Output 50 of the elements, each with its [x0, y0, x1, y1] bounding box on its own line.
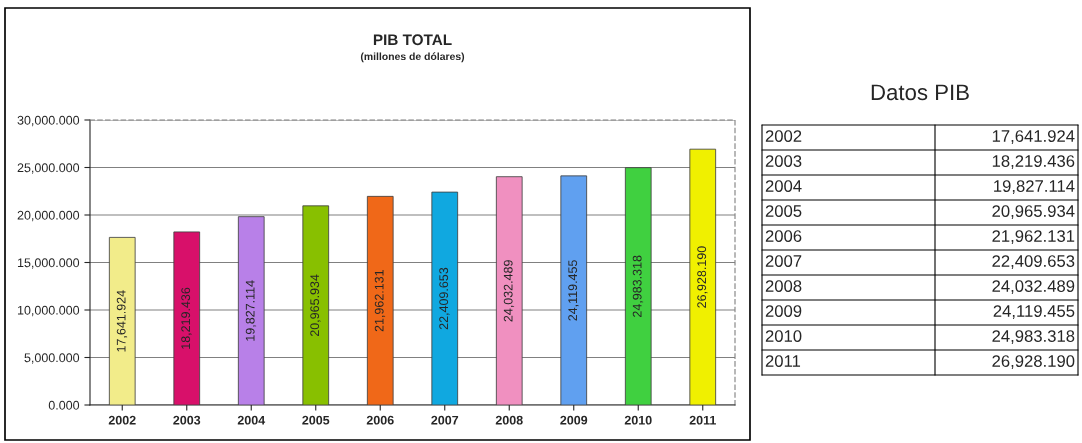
data-label: 17,641.924 [116, 290, 128, 352]
data-label: 26,928.190 [697, 246, 708, 308]
data-label: 24,119.455 [568, 260, 579, 321]
x-tick-label: 2008 [495, 415, 523, 425]
category-label: 2004 [765, 180, 802, 192]
category-label: 2003 [765, 155, 802, 167]
data-label: 20,965.934 [310, 274, 321, 337]
data-label: 21,962.131 [374, 270, 386, 332]
text: 24,119.455 [993, 305, 1075, 319]
category-label: 2002 [765, 130, 802, 142]
y-tick-label: 10,000.000 [17, 305, 80, 317]
y-tick-label: 30,000.000 [17, 115, 80, 127]
text: 19,827.114 [994, 180, 1075, 194]
text: 17,641.924 [992, 130, 1075, 144]
x-tick-label: 2009 [560, 415, 588, 425]
x-tick-label: 2007 [431, 415, 459, 425]
text: 18,219.436 [992, 155, 1075, 169]
text: 26,928.190 [992, 355, 1075, 369]
category-label: 2005 [765, 205, 802, 217]
category-label: 2010 [765, 330, 802, 342]
data-label: 19,827.114 [245, 280, 257, 341]
category-label: 2009 [765, 305, 802, 317]
x-tick-label: 2002 [108, 415, 136, 425]
y-tick-label: 0.000 [48, 400, 80, 410]
category-label: 2008 [765, 280, 802, 292]
data-label: 24,983.318 [632, 255, 644, 317]
text: 21,962.131 [992, 230, 1075, 244]
chart-subtitle: (millones de dólares) [360, 52, 465, 63]
category-label: 2011 [765, 355, 801, 367]
text: 22,409.653 [992, 255, 1075, 269]
text: 24,032.489 [992, 280, 1075, 294]
x-tick-label: 2003 [173, 415, 201, 425]
data-label: 18,219.436 [181, 287, 192, 349]
x-tick-label: 2006 [366, 415, 394, 425]
category-label: 2007 [765, 255, 802, 267]
chart-title: PIB TOTAL [373, 34, 452, 46]
x-tick-label: 2004 [237, 415, 266, 425]
y-tick-label: 5,000.000 [24, 353, 80, 364]
text: 20,965.934 [992, 205, 1075, 219]
text: 24,983.318 [992, 330, 1075, 344]
x-tick-label: 2005 [302, 415, 330, 425]
x-tick-label: 2010 [624, 415, 652, 425]
x-tick-label: 2011 [689, 415, 716, 425]
y-tick-label: 20,000.000 [17, 210, 80, 222]
text: Datos PIB [871, 84, 969, 101]
y-tick-label: 15,000.000 [17, 258, 80, 269]
y-tick-label: 25,000.000 [17, 163, 80, 174]
data-label: 24,032.489 [503, 260, 515, 322]
category-label: 2006 [765, 230, 802, 242]
data-label: 22,409.653 [439, 267, 450, 330]
